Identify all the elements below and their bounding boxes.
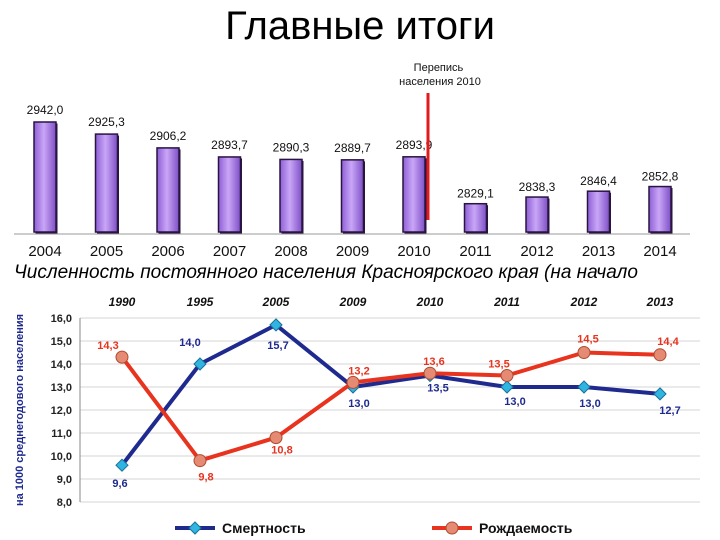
bar-2009 [340,159,365,233]
x-tick-label: 2012 [570,295,598,309]
x-tick-label: 2005 [262,295,290,309]
mortality-data-label: 13,0 [348,398,369,410]
mortality-point [269,318,283,332]
mortality-point [500,380,514,394]
y-tick-label: 10,0 [51,451,72,463]
bar-value-label: 2906,2 [150,129,187,143]
birth-data-label: 9,8 [198,472,213,484]
birth-point [346,375,360,389]
x-tick-label: 1995 [187,295,214,309]
bar-2012 [525,196,549,233]
bar-2011 [463,202,488,233]
bar-value-label: 2846,4 [580,174,617,188]
bar-category-label: 2007 [213,243,246,260]
birth-point [423,366,437,380]
mortality-point [423,368,437,383]
page-title: Главные итоги [225,4,495,48]
birth-data-label: 14,3 [97,340,118,352]
mortality-point [193,357,207,371]
x-tick-label: 2011 [493,295,520,309]
chart-caption: Численность постоянного населения Красно… [14,262,638,283]
bar-category-label: 2011 [459,243,491,260]
bar-2014 [648,185,672,233]
y-tick-label: 14,0 [51,359,72,371]
bar-category-label: 2005 [90,243,123,260]
legend-birth-label: Рождаемость [479,520,573,536]
bar-value-label: 2893,7 [211,138,248,152]
mortality-data-label: 13,0 [579,398,600,410]
birth-data-label: 13,5 [488,359,509,371]
y-tick-label: 13,0 [51,382,72,394]
mortality-point [653,387,667,401]
bar-2010 [402,156,426,233]
birth-point [500,369,514,382]
bar-category-label: 2009 [336,243,369,260]
birth-point [653,348,667,362]
y-tick-label: 12,0 [51,405,72,417]
bar-2004 [33,121,57,233]
legend-birth-marker [445,521,459,535]
x-tick-label: 2009 [339,295,367,309]
bar-value-label: 2890,3 [273,140,310,154]
mortality-data-label: 14,0 [179,337,200,349]
bar-2005 [94,133,119,233]
x-tick-label: 1990 [109,295,136,309]
legend-mortality-label: Смертность [222,520,306,536]
bar-category-label: 2008 [274,243,307,260]
y-axis-label: на 1000 среднегодового населения [14,314,26,506]
x-tick-label: 2010 [416,295,444,309]
bar-category-label: 2012 [520,243,553,260]
x-tick-label: 2013 [646,295,674,309]
census-annotation: Перепись населения 2010 [399,62,481,88]
mortality-point [346,380,360,394]
mortality-data-label: 12,7 [659,405,680,417]
bar-2006 [156,147,180,233]
series-line-mortality [120,322,661,467]
series-line-birth [120,350,661,463]
bar-value-label: 2925,3 [88,115,125,129]
y-tick-label: 11,0 [51,428,72,440]
bar-2007 [217,156,242,233]
y-tick-label: 9,0 [57,474,72,486]
birth-data-label: 14,5 [577,334,598,346]
bar-category-label: 2014 [643,243,676,260]
bar-value-label: 2942,0 [27,103,64,117]
mortality-data-label: 13,0 [504,396,525,408]
mortality-data-label: 15,7 [267,340,288,352]
bar-category-label: 2006 [151,243,184,260]
bar-2008 [279,158,303,233]
bar-value-label: 2829,1 [457,187,494,201]
mortality-data-label: 9,6 [112,478,127,490]
y-tick-label: 8,0 [57,497,72,509]
legend-mortality-marker [188,521,202,535]
y-tick-label: 16,0 [51,313,72,325]
bar-2013 [586,190,611,233]
birth-data-label: 13,2 [348,365,369,377]
bar-value-label: 2889,7 [334,141,371,155]
mortality-point [115,458,129,472]
bar-value-label: 2852,8 [642,170,679,184]
bar-value-label: 2893,9 [396,138,433,152]
birth-point [269,431,283,445]
birth-data-label: 10,8 [271,445,292,457]
y-tick-label: 15,0 [51,336,72,348]
birth-point [193,454,207,468]
birth-data-label: 14,4 [657,336,679,348]
mortality-point [577,380,591,394]
mortality-data-label: 13,5 [427,383,448,395]
bar-category-label: 2010 [397,243,430,260]
birth-point [115,350,129,364]
birth-point [577,346,591,359]
bar-category-label: 2004 [28,243,61,260]
bar-category-label: 2013 [582,243,615,260]
birth-data-label: 13,6 [423,356,444,368]
population-bar-chart: 2942,0 2004 2925,3 2005 2906,2 2006 2893,7 2007… [14,62,690,260]
bar-value-label: 2838,3 [519,180,556,194]
